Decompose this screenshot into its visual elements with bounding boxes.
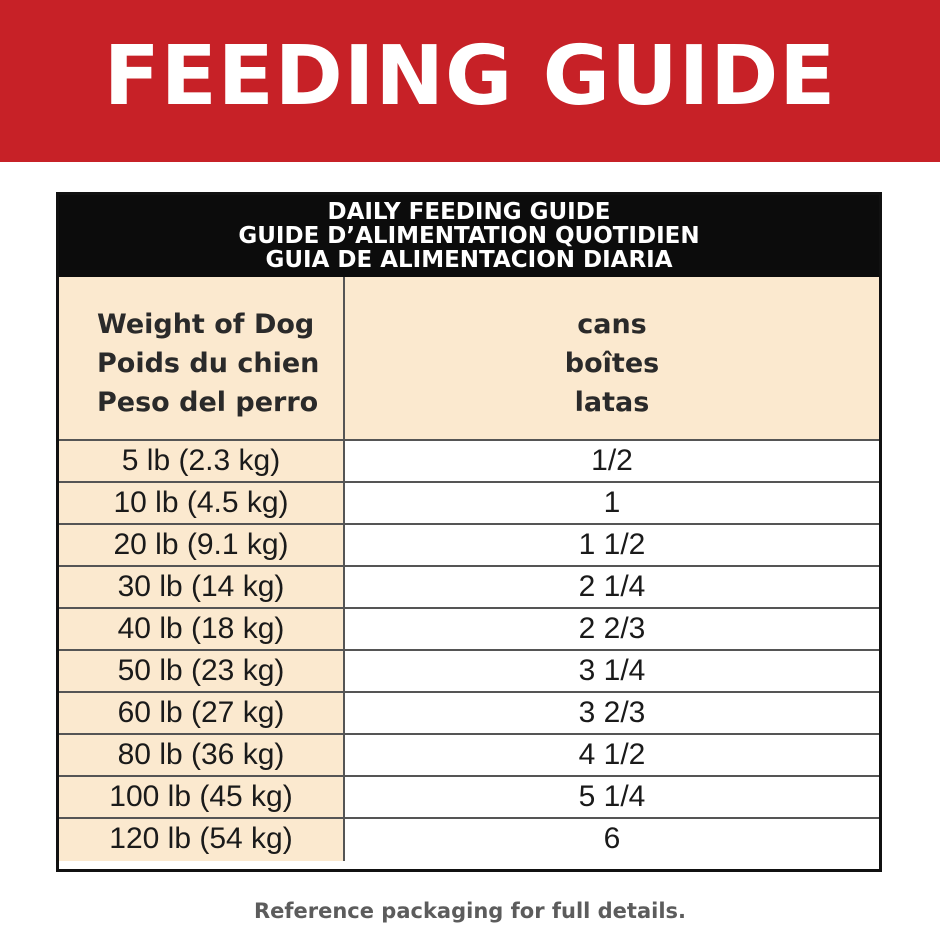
- weight-column-header: Weight of Dog Poids du chien Peso del pe…: [59, 277, 345, 439]
- table-row: 10 lb (4.5 kg) 1: [59, 483, 879, 525]
- cans-cell: 3 2/3: [345, 693, 879, 733]
- cans-cell: 6: [345, 819, 879, 861]
- weight-cell: 50 lb (23 kg): [59, 651, 345, 691]
- weight-cell: 80 lb (36 kg): [59, 735, 345, 775]
- weight-header-fr: Poids du chien: [97, 348, 320, 379]
- cans-cell: 2 2/3: [345, 609, 879, 649]
- cans-cell: 1: [345, 483, 879, 523]
- table-row: 100 lb (45 kg) 5 1/4: [59, 777, 879, 819]
- weight-header-es: Peso del perro: [97, 387, 319, 418]
- footer-note: Reference packaging for full details.: [253, 899, 687, 923]
- title-banner: FEEDING GUIDE: [0, 0, 940, 162]
- weight-cell: 120 lb (54 kg): [59, 819, 345, 861]
- table-row: 80 lb (36 kg) 4 1/2: [59, 735, 879, 777]
- weight-cell: 20 lb (9.1 kg): [59, 525, 345, 565]
- cans-header-en: cans: [577, 309, 647, 340]
- banner-title: FEEDING GUIDE: [103, 29, 837, 124]
- table-body: 5 lb (2.3 kg) 1/2 10 lb (4.5 kg) 1 20 lb…: [59, 441, 879, 861]
- table-row: 120 lb (54 kg) 6: [59, 819, 879, 861]
- cans-cell: 4 1/2: [345, 735, 879, 775]
- cans-cell: 1/2: [345, 441, 879, 481]
- table-row: 50 lb (23 kg) 3 1/4: [59, 651, 879, 693]
- weight-cell: 100 lb (45 kg): [59, 777, 345, 817]
- table-row: 60 lb (27 kg) 3 2/3: [59, 693, 879, 735]
- table-row: 30 lb (14 kg) 2 1/4: [59, 567, 879, 609]
- cans-cell: 5 1/4: [345, 777, 879, 817]
- feeding-guide-table: DAILY FEEDING GUIDE GUIDE D’ALIMENTATION…: [56, 192, 882, 872]
- cans-cell: 3 1/4: [345, 651, 879, 691]
- cans-column-header: cans boîtes latas: [345, 277, 879, 439]
- table-header: DAILY FEEDING GUIDE GUIDE D’ALIMENTATION…: [59, 195, 879, 277]
- table-row: 40 lb (18 kg) 2 2/3: [59, 609, 879, 651]
- column-header-row: Weight of Dog Poids du chien Peso del pe…: [59, 277, 879, 441]
- table-row: 20 lb (9.1 kg) 1 1/2: [59, 525, 879, 567]
- table-row: 5 lb (2.3 kg) 1/2: [59, 441, 879, 483]
- cans-header-fr: boîtes: [564, 348, 660, 379]
- cans-cell: 2 1/4: [345, 567, 879, 607]
- cans-cell: 1 1/2: [345, 525, 879, 565]
- weight-cell: 5 lb (2.3 kg): [59, 441, 345, 481]
- table-header-line-fr: GUIDE D’ALIMENTATION QUOTIDIEN: [238, 223, 700, 249]
- weight-header-en: Weight of Dog: [97, 309, 315, 340]
- weight-cell: 30 lb (14 kg): [59, 567, 345, 607]
- table-header-line-en: DAILY FEEDING GUIDE: [327, 199, 611, 225]
- table-header-line-es: GUIA DE ALIMENTACION DIARIA: [265, 247, 673, 273]
- cans-header-es: latas: [574, 387, 650, 418]
- weight-cell: 60 lb (27 kg): [59, 693, 345, 733]
- weight-cell: 10 lb (4.5 kg): [59, 483, 345, 523]
- weight-cell: 40 lb (18 kg): [59, 609, 345, 649]
